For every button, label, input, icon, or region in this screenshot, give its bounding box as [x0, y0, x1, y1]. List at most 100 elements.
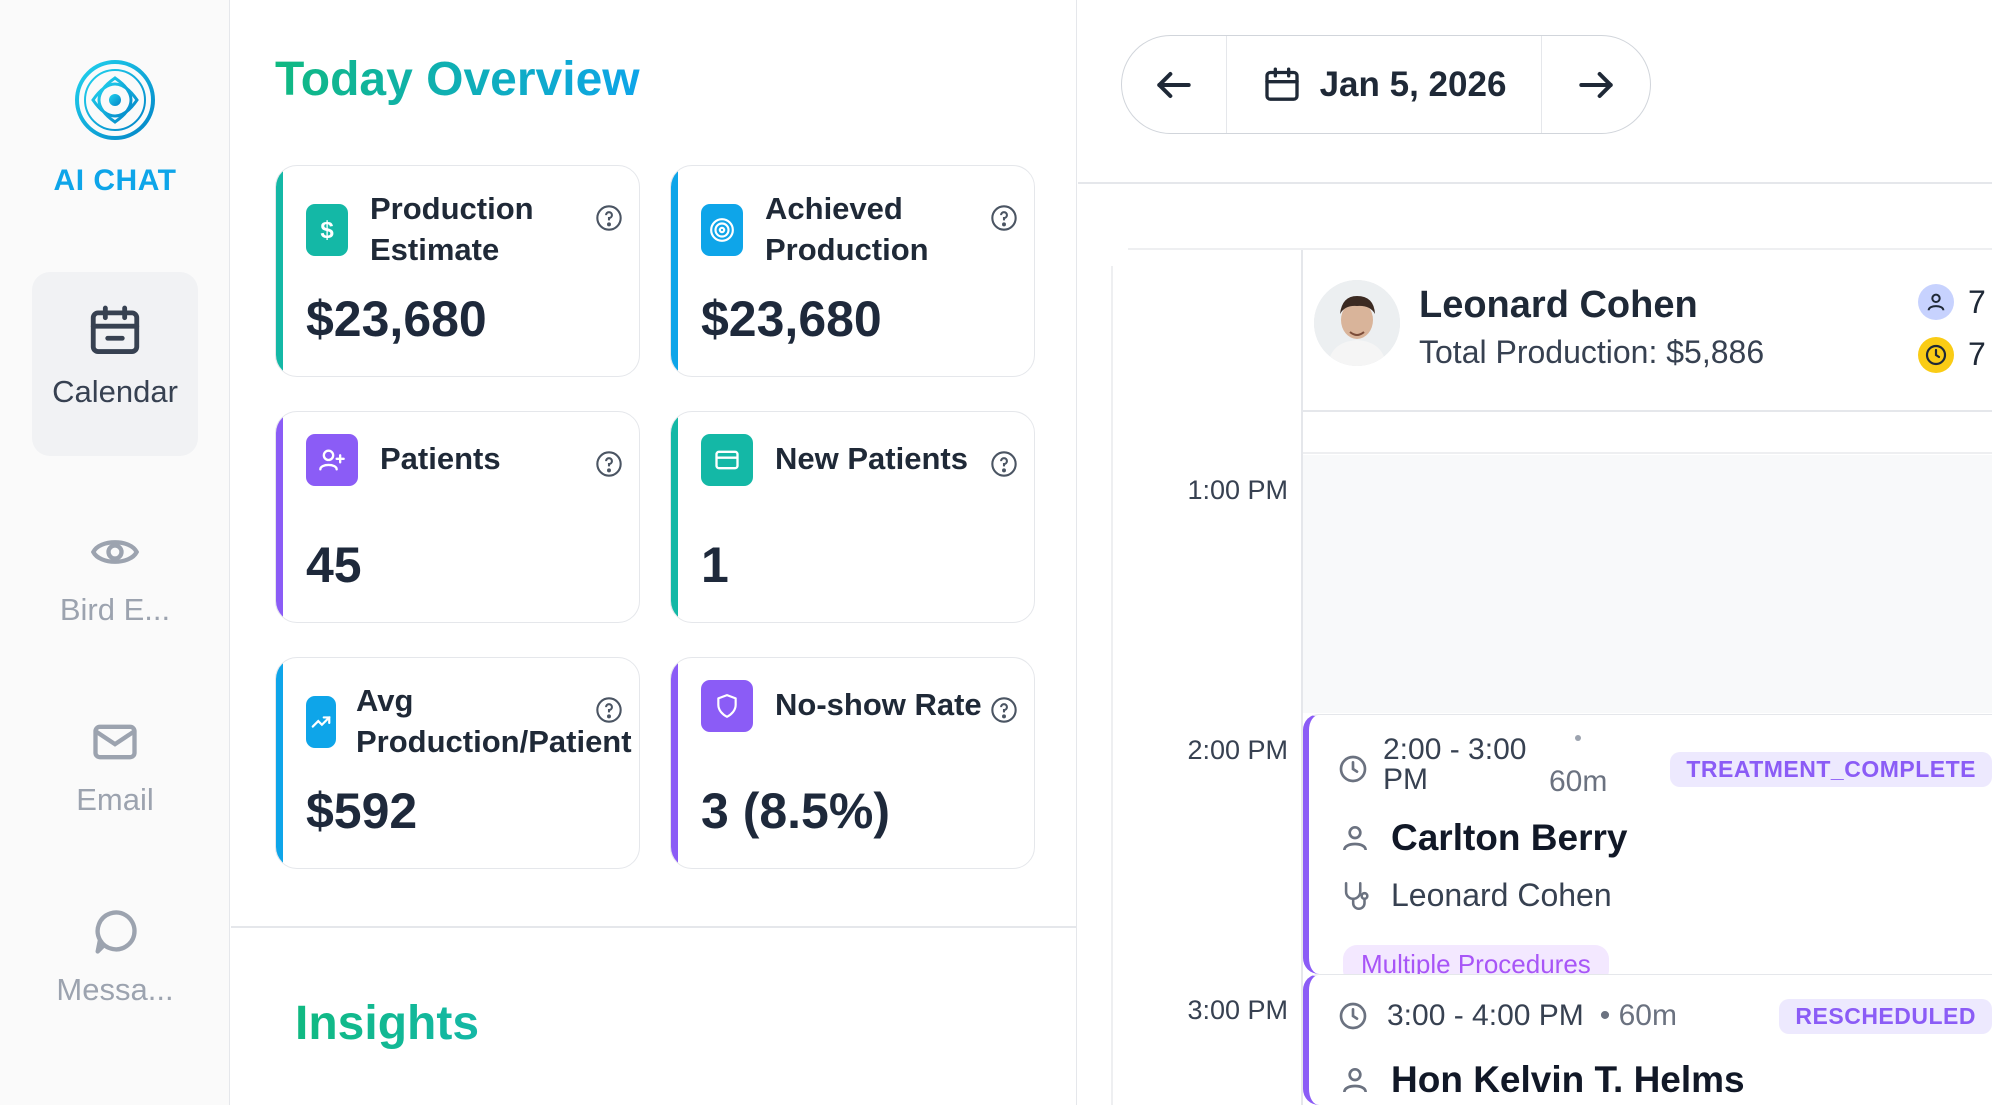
appointment-time: 2:00 - 3:00 PM	[1383, 735, 1526, 795]
sidebar-item-label: Bird E...	[59, 592, 171, 627]
current-date: Jan 5, 2026	[1319, 64, 1507, 104]
sidebar-item-email[interactable]: Email	[32, 716, 198, 818]
date-picker-button[interactable]: Jan 5, 2026	[1227, 36, 1542, 133]
overview-panel: Today Overview $ Production Estimate $23…	[231, 0, 1077, 1105]
help-icon[interactable]	[990, 696, 1018, 724]
card-value: $592	[306, 783, 418, 839]
card-accent-bar	[671, 166, 678, 376]
status-badge: TREATMENT_COMPLETE	[1670, 752, 1992, 787]
card-accent-bar	[276, 412, 283, 622]
mail-icon	[93, 724, 137, 760]
help-icon[interactable]	[595, 696, 623, 724]
card-value: $23,680	[701, 291, 882, 347]
message-icon	[95, 910, 137, 954]
sidebar: AI CHAT Calendar Bird E... Email Messa..…	[0, 0, 230, 1105]
card-accent-bar	[276, 658, 283, 868]
user-icon	[1343, 826, 1367, 851]
appointment-time-row	[1337, 753, 1369, 785]
hours-badge	[1918, 337, 1954, 373]
card-title: Production Estimate	[370, 191, 534, 267]
grid-top-line	[1128, 248, 1992, 250]
header-divider	[1078, 182, 1992, 184]
stat-card-patients[interactable]: Patients 45	[275, 411, 640, 623]
date-navigator: Jan 5, 2026	[1121, 35, 1651, 134]
stat-card-new-patients[interactable]: New Patients 1	[670, 411, 1035, 623]
patient-name: Hon Kelvin T. Helms	[1391, 1059, 1745, 1100]
ai-chat-link[interactable]: AI CHAT	[53, 164, 177, 197]
sidebar-item-label: Messa...	[56, 972, 174, 1007]
empty-time-slot[interactable]	[1303, 455, 1992, 713]
time-label: 1:00 PM	[1187, 475, 1288, 505]
status-badge: RESCHEDULED	[1779, 999, 1992, 1034]
previous-day-button[interactable]	[1122, 36, 1227, 133]
arrow-right-icon	[1579, 71, 1613, 98]
patients-badge	[1918, 284, 1954, 320]
appointment-duration: 60m	[1549, 765, 1608, 798]
calendar-icon	[90, 305, 140, 354]
appointment-card[interactable]: 2:00 - 3:00 PM 60m TREATMENT_COMPLETE Ca…	[1303, 714, 1992, 974]
arrow-left-icon	[1157, 71, 1191, 98]
stethoscope-icon	[1344, 881, 1369, 910]
patients-count: 7	[1968, 284, 1986, 320]
card-value: 1	[701, 537, 729, 593]
help-icon[interactable]	[990, 450, 1018, 478]
stat-card-achieved-production[interactable]: Achieved Production $23,680	[670, 165, 1035, 377]
patient-row: Hon Kelvin T. Helms	[1339, 1059, 1745, 1101]
appointment-time-line2: PM	[1383, 763, 1428, 796]
help-icon[interactable]	[595, 450, 623, 478]
provider-total-production: Total Production: $5,886	[1419, 334, 1765, 370]
card-title: Patients	[380, 441, 501, 476]
sidebar-item-label: Calendar	[52, 374, 178, 409]
shield-icon	[701, 680, 753, 732]
eye-icon	[90, 540, 140, 564]
insights-title: Insights	[295, 997, 480, 1050]
next-day-button[interactable]	[1542, 36, 1650, 133]
appointment-time: 3:00 - 4:00 PM	[1387, 999, 1584, 1032]
grid-left-line	[1111, 266, 1113, 1105]
stat-card-avg-production[interactable]: Avg Production/Patient $592	[275, 657, 640, 869]
provider-header-divider	[1303, 410, 1992, 412]
section-divider	[231, 926, 1077, 928]
provider-name: Leonard Cohen	[1419, 284, 1698, 326]
card-icon	[701, 434, 753, 486]
card-value: 45	[306, 537, 362, 593]
avatar[interactable]	[1314, 280, 1400, 366]
doctor-row: Leonard Cohen	[1339, 877, 1612, 914]
card-accent-bar	[671, 412, 678, 622]
card-title: Avg Production/Patient	[356, 683, 632, 759]
card-title: New Patients	[775, 441, 968, 476]
stat-card-no-show-rate[interactable]: No-show Rate 3 (8.5%)	[670, 657, 1035, 869]
card-value: $23,680	[306, 291, 487, 347]
brand-logo-icon[interactable]	[73, 58, 157, 142]
appointment-time-line1: 2:00 - 3:00	[1383, 733, 1527, 766]
user-icon	[1343, 1068, 1367, 1093]
slot-line	[1303, 452, 1992, 454]
clock-icon	[1339, 1002, 1367, 1030]
sidebar-item-messages[interactable]: Messa...	[32, 906, 198, 1008]
svg-text:$: $	[320, 217, 334, 244]
time-label: 3:00 PM	[1187, 995, 1288, 1025]
help-icon[interactable]	[595, 204, 623, 232]
calendar-icon	[1264, 67, 1299, 101]
doctor-name: Leonard Cohen	[1391, 877, 1612, 913]
help-icon[interactable]	[990, 204, 1018, 232]
stat-card-production-estimate[interactable]: $ Production Estimate $23,680	[275, 165, 640, 377]
target-icon	[701, 204, 743, 256]
user-plus-icon	[306, 434, 358, 486]
clock-icon	[1925, 344, 1947, 366]
appointment-card[interactable]: 3:00 - 4:00 PM • 60m RESCHEDULED Hon Kel…	[1303, 974, 1992, 1105]
card-title: Achieved Production	[765, 191, 929, 267]
card-accent-bar	[671, 658, 678, 868]
sidebar-item-calendar[interactable]: Calendar	[32, 272, 198, 456]
card-title: No-show Rate	[775, 687, 981, 722]
hours-count: 7	[1968, 336, 1986, 372]
appointment-duration: • 60m	[1599, 999, 1677, 1032]
dollar-icon: $	[306, 204, 348, 256]
patient-row: Carlton Berry	[1339, 817, 1627, 859]
clock-icon	[1339, 755, 1367, 783]
overview-title: Today Overview	[275, 53, 640, 106]
card-accent-bar	[276, 166, 283, 376]
separator-dot	[1575, 735, 1581, 741]
sidebar-item-bird-eye[interactable]: Bird E...	[32, 526, 198, 628]
user-icon	[1927, 293, 1945, 311]
